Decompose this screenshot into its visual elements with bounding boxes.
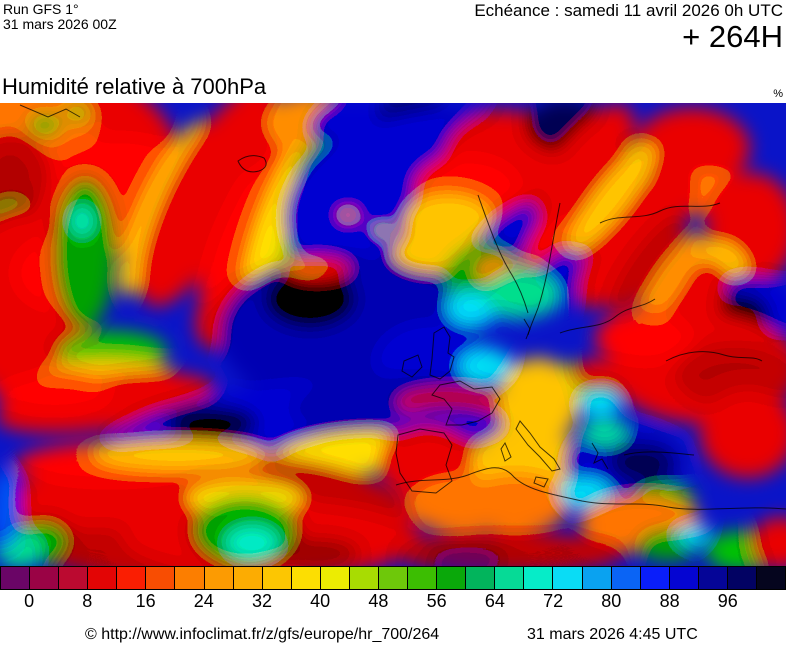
run-model-label: Run GFS 1° bbox=[3, 1, 79, 17]
color-scale-cell bbox=[261, 566, 291, 590]
color-scale-cell bbox=[319, 566, 349, 590]
humidity-map-image bbox=[0, 103, 786, 566]
echeance-label: Echéance : samedi 11 avril 2026 0h UTC bbox=[474, 1, 783, 20]
color-scale-cell bbox=[494, 566, 524, 590]
scale-tick-label: 80 bbox=[601, 591, 622, 611]
run-info: Run GFS 1° 31 mars 2026 00Z bbox=[3, 2, 117, 32]
color-scale-cell bbox=[523, 566, 553, 590]
scale-tick-label: 32 bbox=[251, 591, 273, 611]
color-scale-cell bbox=[29, 566, 59, 590]
color-scale-cell bbox=[726, 566, 757, 590]
scale-tick-label: 0 bbox=[24, 591, 35, 611]
color-scale-cell bbox=[290, 566, 320, 590]
footer: © http://www.infoclimat.fr/z/gfs/europe/… bbox=[0, 626, 786, 646]
generation-timestamp: 31 mars 2026 4:45 UTC bbox=[527, 626, 698, 643]
color-scale-cell bbox=[581, 566, 611, 590]
scale-tick-label: 48 bbox=[368, 591, 389, 611]
color-scale-cell bbox=[58, 566, 88, 590]
color-scale-cell bbox=[203, 566, 233, 590]
color-scale-cell bbox=[436, 566, 466, 590]
scale-tick-label: 40 bbox=[310, 591, 331, 611]
forecast-offset-label: + 264H bbox=[682, 19, 783, 54]
color-scale-cell bbox=[552, 566, 582, 590]
scale-tick-label: 88 bbox=[659, 591, 680, 611]
scale-tick-label: 56 bbox=[426, 591, 447, 611]
color-scale-cell bbox=[407, 566, 437, 590]
color-scale-cell bbox=[697, 566, 727, 590]
color-scale-cell bbox=[174, 566, 204, 590]
humidity-color-scale bbox=[0, 566, 786, 590]
color-scale-cell bbox=[610, 566, 640, 590]
scale-tick-label: 8 bbox=[82, 591, 93, 611]
color-scale-cell bbox=[465, 566, 495, 590]
coastlines-overlay bbox=[19, 104, 786, 510]
color-scale-cell bbox=[0, 566, 30, 590]
scale-tick-label: 96 bbox=[717, 591, 738, 611]
humidity-field bbox=[0, 103, 786, 566]
unit-label: % bbox=[773, 88, 783, 100]
color-scale-cell bbox=[378, 566, 408, 590]
copyright-url: © http://www.infoclimat.fr/z/gfs/europe/… bbox=[85, 626, 440, 643]
color-scale-cell bbox=[756, 566, 786, 590]
color-scale-tick-labels: 0 8 16 24 32 40 48 56 64 72 80 88 96 bbox=[0, 591, 786, 611]
color-scale-cell bbox=[348, 566, 379, 590]
run-date-label: 31 mars 2026 00Z bbox=[3, 16, 117, 32]
color-scale-cell bbox=[116, 566, 146, 590]
scale-tick-label: 72 bbox=[543, 591, 564, 611]
color-scale-cell bbox=[639, 566, 669, 590]
scale-tick-label: 24 bbox=[193, 591, 214, 611]
color-scale-cell bbox=[87, 566, 117, 590]
color-scale-cell bbox=[232, 566, 262, 590]
color-scale-cell bbox=[668, 566, 698, 590]
page-title: Humidité relative à 700hPa bbox=[2, 74, 267, 99]
scale-tick-label: 16 bbox=[135, 591, 156, 611]
scale-tick-label: 64 bbox=[484, 591, 505, 611]
forecast-info: Echéance : samedi 11 avril 2026 0h UTC +… bbox=[474, 1, 783, 53]
color-scale-cell bbox=[145, 566, 175, 590]
